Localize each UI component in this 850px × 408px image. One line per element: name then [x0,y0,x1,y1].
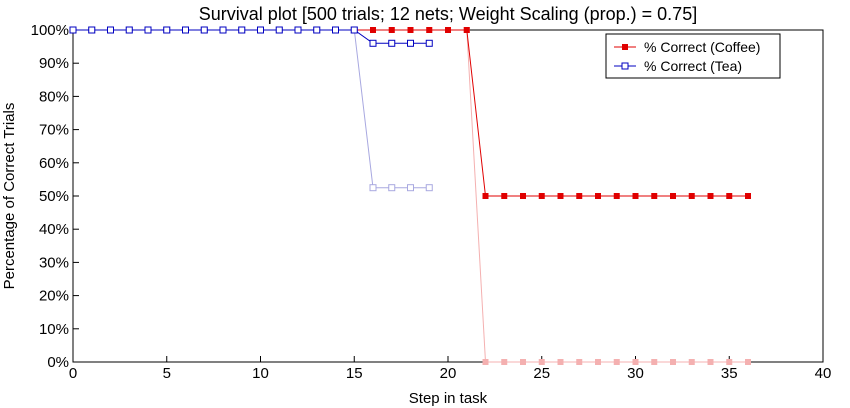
data-point [520,193,526,199]
data-point [445,27,451,33]
chart-title: Survival plot [500 trials; 12 nets; Weig… [199,4,697,24]
y-tick-label: 0% [47,354,69,371]
data-point [388,39,396,47]
data-point [369,184,377,192]
x-tick-label: 20 [440,365,457,382]
data-point [407,39,414,47]
y-tick-label: 10% [39,321,69,338]
legend: % Correct (Coffee) % Correct (Tea) [605,33,781,79]
y-tick-label: 30% [39,254,69,271]
data-point [388,184,396,192]
data-point [651,193,658,199]
x-tick-label: 35 [721,365,738,382]
data-point [501,359,508,365]
data-point [670,359,676,365]
data-point [313,26,321,34]
series-1 [69,26,433,47]
y-tick-label: 20% [39,288,69,305]
data-point [332,26,339,34]
x-tick-label: 5 [163,365,171,382]
data-point [745,359,751,365]
data-point [69,26,77,34]
data-point [501,193,508,199]
data-point [538,359,545,365]
data-point [576,359,583,365]
data-point [688,193,695,199]
y-tick-label: 50% [39,188,69,205]
data-point [182,26,189,34]
data-point [482,193,489,199]
data-point [219,26,227,34]
data-point [407,27,414,33]
data-point [707,359,714,365]
x-tick-label: 25 [533,365,550,382]
data-point [426,27,433,33]
data-point [107,26,114,34]
data-point [726,193,733,199]
data-point [670,193,676,199]
legend-label: % Correct (Tea) [644,58,742,74]
data-point [613,359,620,365]
data-point [125,26,133,34]
x-tick-label: 0 [69,365,77,382]
legend-marker [621,62,629,70]
data-point [538,193,545,199]
data-point [557,193,564,199]
data-point [520,359,526,365]
x-axis-label: Step in task [409,390,488,407]
y-tick-label: 80% [39,88,69,105]
data-point [238,26,246,34]
y-tick-label: 70% [39,122,69,139]
legend-item: % Correct (Coffee) [614,39,760,55]
data-point [651,359,658,365]
legend-item: % Correct (Tea) [614,58,742,74]
data-point [595,193,601,199]
data-point [707,193,714,199]
data-point [407,184,414,192]
y-tick-label: 100% [31,22,69,39]
data-point [557,359,564,365]
data-point [425,39,433,47]
legend-marker [622,44,628,50]
data-point [257,26,264,34]
data-point [88,26,96,34]
data-point [688,359,695,365]
x-tick-label: 30 [627,365,644,382]
series-layer [69,26,751,365]
y-tick-label: 60% [39,155,69,172]
data-point [275,26,283,34]
y-tick-label: 90% [39,55,69,72]
data-point [163,26,171,34]
data-point [576,193,583,199]
data-point [595,359,601,365]
data-point [632,359,639,365]
x-tick-label: 15 [346,365,363,382]
y-axis-label: Percentage of Correct Trials [1,103,18,290]
data-point [726,359,733,365]
y-tick-label: 40% [39,221,69,238]
legend-box [605,33,781,79]
x-tick-label: 40 [815,365,832,382]
axis-ticks: 0 5 10 15 20 25 30 35 40 0% 10% 20% 30% 40% 50% 60% 70% 8… [31,22,832,382]
data-point [388,27,395,33]
data-point [370,27,376,33]
data-point [613,193,620,199]
data-point [632,193,639,199]
x-tick-label: 10 [252,365,269,382]
data-point [350,26,358,34]
data-point [294,26,302,34]
data-point [425,184,433,192]
data-point [463,27,470,33]
data-point [482,359,489,365]
data-point [369,39,377,47]
data-point [144,26,152,34]
data-point [745,193,751,199]
legend-label: % Correct (Coffee) [644,39,760,55]
data-point [200,26,208,34]
